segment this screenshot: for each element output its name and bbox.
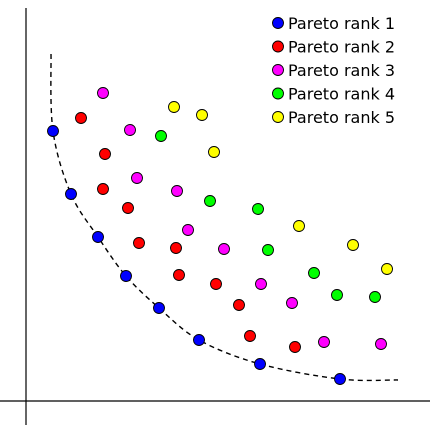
point-rank-2-1 bbox=[75, 112, 87, 124]
point-rank-1-7 bbox=[254, 358, 266, 370]
legend-marker-rank-5 bbox=[272, 111, 284, 123]
legend-label-rank-2: Pareto rank 2 bbox=[288, 38, 395, 57]
point-rank-5-5 bbox=[347, 239, 359, 251]
point-rank-1-3 bbox=[92, 231, 104, 243]
point-rank-2-11 bbox=[289, 341, 301, 353]
point-rank-3-6 bbox=[218, 243, 230, 255]
point-rank-1-4 bbox=[120, 270, 132, 282]
point-rank-1-1 bbox=[47, 125, 59, 137]
point-rank-3-4 bbox=[171, 185, 183, 197]
legend-label-rank-1: Pareto rank 1 bbox=[288, 14, 395, 33]
point-rank-2-8 bbox=[210, 278, 222, 290]
point-rank-1-6 bbox=[193, 334, 205, 346]
point-rank-4-5 bbox=[308, 267, 320, 279]
point-rank-2-6 bbox=[170, 242, 182, 254]
legend-marker-rank-2 bbox=[272, 40, 284, 53]
point-rank-1-2 bbox=[65, 188, 77, 200]
series-rank-2 bbox=[75, 112, 301, 353]
point-rank-5-1 bbox=[168, 101, 180, 113]
legend: Pareto rank 1 Pareto rank 2 Pareto rank 3 P… bbox=[272, 14, 395, 127]
point-rank-4-2 bbox=[204, 195, 216, 207]
point-rank-3-3 bbox=[131, 172, 143, 184]
point-rank-5-6 bbox=[381, 263, 393, 275]
series-rank-1 bbox=[47, 125, 346, 385]
point-rank-2-2 bbox=[99, 148, 111, 160]
point-rank-4-3 bbox=[252, 203, 264, 215]
point-rank-5-2 bbox=[196, 109, 208, 121]
point-rank-2-4 bbox=[122, 202, 134, 214]
point-rank-2-5 bbox=[133, 237, 145, 249]
point-rank-2-9 bbox=[233, 299, 245, 311]
point-rank-1-8 bbox=[334, 373, 346, 385]
legend-label-rank-5: Pareto rank 5 bbox=[288, 108, 395, 127]
series-rank-5 bbox=[168, 101, 393, 275]
point-rank-4-7 bbox=[369, 291, 381, 303]
point-rank-3-1 bbox=[97, 87, 109, 99]
legend-marker-rank-4 bbox=[272, 87, 284, 100]
point-rank-4-1 bbox=[155, 130, 167, 142]
point-rank-3-9 bbox=[318, 336, 330, 348]
point-rank-2-3 bbox=[97, 183, 109, 195]
point-rank-3-5 bbox=[182, 224, 194, 236]
point-rank-4-4 bbox=[262, 244, 274, 256]
point-rank-5-3 bbox=[208, 146, 220, 158]
legend-marker-rank-1 bbox=[272, 17, 284, 29]
series-rank-3 bbox=[97, 87, 387, 350]
series-rank-4 bbox=[155, 130, 381, 303]
point-rank-5-4 bbox=[293, 220, 305, 232]
legend-marker-rank-3 bbox=[272, 64, 284, 76]
point-rank-4-6 bbox=[331, 289, 343, 301]
point-rank-3-2 bbox=[124, 124, 136, 136]
point-rank-2-7 bbox=[173, 269, 185, 281]
point-rank-3-7 bbox=[255, 278, 267, 290]
axes bbox=[0, 8, 430, 425]
point-rank-1-5 bbox=[153, 302, 165, 314]
legend-label-rank-4: Pareto rank 4 bbox=[288, 85, 395, 104]
data-points bbox=[47, 87, 393, 385]
point-rank-3-8 bbox=[286, 297, 298, 309]
point-rank-2-10 bbox=[244, 330, 256, 342]
legend-label-rank-3: Pareto rank 3 bbox=[288, 61, 395, 80]
point-rank-3-10 bbox=[375, 338, 387, 350]
